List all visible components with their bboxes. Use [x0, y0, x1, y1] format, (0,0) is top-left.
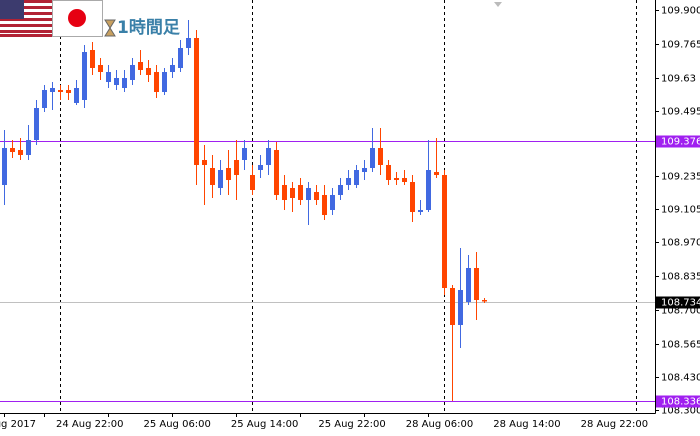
candle-body — [50, 88, 55, 92]
candle-body — [82, 52, 87, 100]
candle-body — [418, 210, 423, 212]
candle-body — [338, 185, 343, 195]
jp-flag — [52, 0, 103, 37]
y-tick-label: 109.765 — [661, 40, 700, 51]
candle-body — [226, 168, 231, 180]
x-tick-label: 25 Aug 14:00 — [231, 419, 298, 430]
candle-body — [402, 178, 407, 182]
candle-body — [218, 170, 223, 188]
us-flag — [0, 0, 52, 37]
y-tick-label: 108.300 — [661, 406, 700, 417]
candle-body — [138, 62, 143, 70]
candle-body — [322, 195, 327, 215]
candle-body — [458, 290, 463, 325]
y-tick-label: 108.835 — [661, 272, 700, 283]
candle-body — [194, 38, 199, 165]
price-label: 108.336 — [661, 397, 700, 408]
candle-body — [42, 90, 47, 108]
x-tick-label: 25 Aug 06:00 — [143, 419, 210, 430]
plot — [0, 20, 655, 402]
price-label: 108.734 — [661, 298, 700, 309]
candle-body — [314, 192, 319, 200]
candle-body — [114, 78, 119, 85]
x-tick-label: 28 Aug 06:00 — [406, 419, 473, 430]
candle-body — [346, 178, 351, 185]
candle-body — [266, 148, 271, 165]
y-tick-label: 108.700 — [661, 306, 700, 317]
candle-body — [170, 65, 175, 72]
hourglass-icon — [104, 19, 116, 37]
candle-body — [178, 48, 183, 68]
candle-body — [146, 68, 151, 75]
candle-body — [202, 160, 207, 165]
y-tick-label: 108.430 — [661, 373, 700, 384]
candle-body — [90, 50, 95, 68]
candle-body — [274, 150, 279, 195]
shift-marker — [494, 2, 502, 7]
candle-body — [378, 148, 383, 165]
candle-body — [434, 172, 439, 175]
candle-body — [154, 72, 159, 92]
candle-body — [450, 288, 455, 325]
candle-body — [466, 268, 471, 302]
candle-body — [162, 72, 167, 92]
candle-body — [258, 165, 263, 170]
price-label-box — [656, 296, 700, 309]
candle-body — [298, 185, 303, 200]
candle-body — [290, 188, 295, 198]
y-tick-label: 109.235 — [661, 172, 700, 183]
candle-body — [426, 170, 431, 210]
candle-body — [234, 160, 239, 175]
candle-body — [386, 165, 391, 180]
x-tick-label: 24 Aug 2017 — [0, 419, 36, 430]
x-tick-label: 24 Aug 22:00 — [56, 419, 123, 430]
y-tick-label: 108.565 — [661, 340, 700, 351]
candle-body — [442, 175, 447, 288]
candle-body — [186, 38, 191, 48]
x-tick-label: 25 Aug 22:00 — [318, 419, 385, 430]
candle-body — [106, 72, 111, 82]
candle-body — [362, 168, 367, 172]
y-tick-label: 109.63 — [661, 74, 696, 85]
y-tick-label: 109.900 — [661, 6, 700, 17]
candle-body — [394, 178, 399, 180]
candle-body — [330, 195, 335, 210]
candle-body — [354, 170, 359, 185]
candle-body — [130, 65, 135, 80]
y-tick-label: 109.495 — [661, 107, 700, 118]
candle-body — [250, 175, 255, 190]
x-tick-label: 28 Aug 14:00 — [493, 419, 560, 430]
candle-body — [2, 148, 7, 185]
candle-body — [210, 168, 215, 185]
candle-body — [410, 182, 415, 212]
candle-body — [482, 300, 487, 302]
price-label-box — [656, 135, 700, 148]
candle-body — [66, 90, 71, 93]
timeframe-label: 1時間足 — [117, 17, 180, 38]
candle-body — [58, 90, 63, 92]
y-tick-label: 108.970 — [661, 238, 700, 249]
price-label-box — [656, 395, 700, 408]
candle-body — [74, 88, 79, 103]
x-tick-label: 28 Aug 22:00 — [581, 419, 648, 430]
candle-body — [242, 148, 247, 160]
candle-body — [306, 188, 311, 200]
candle-body — [370, 148, 375, 168]
candle-body — [98, 65, 103, 72]
price-label: 109.376 — [661, 137, 700, 148]
candle-body — [34, 108, 39, 140]
candle-body — [474, 268, 479, 300]
candle-body — [18, 150, 23, 155]
candle-body — [122, 78, 127, 88]
candle-body — [10, 148, 15, 152]
y-tick-label: 109.105 — [661, 205, 700, 216]
candle-body — [26, 140, 31, 155]
candle-body — [282, 185, 287, 200]
